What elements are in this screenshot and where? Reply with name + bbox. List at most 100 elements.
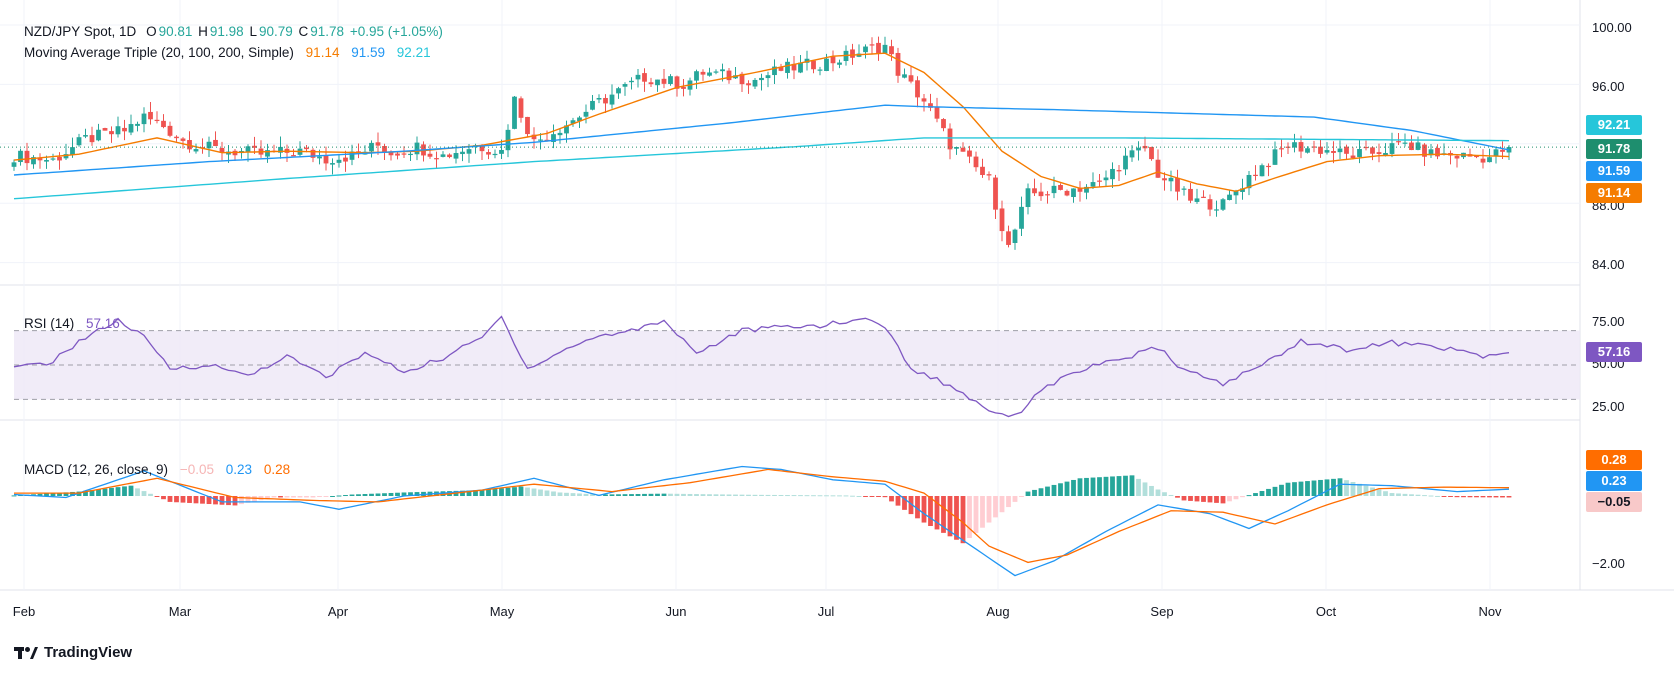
candle-body-45 [304,147,309,150]
candle-body-168 [1103,177,1109,181]
candle-body-151 [993,177,998,210]
ma100-value: 91.59 [351,45,386,60]
macd-hist-bar-195 [1279,484,1284,496]
ma20-price-tag: 91.14 [1586,183,1642,203]
candle-body-80 [531,134,537,140]
macd-hist-bar-60 [401,492,407,496]
macd-hist-bar-34 [232,496,238,506]
candle-body-64 [427,153,433,157]
candle-body-21 [148,111,153,120]
candle-body-173 [1136,147,1141,151]
macd-hist-bar-214 [1402,493,1408,496]
candle-body-195 [1279,148,1284,150]
candle-body-53 [356,151,361,153]
macd-hist-bar-45 [304,496,309,498]
candle-body-43 [291,155,296,157]
month-sep: Sep [1150,604,1174,619]
candle-body-93 [616,88,621,94]
macd-hist-bar-58 [388,492,394,496]
candle-body-32 [219,147,225,153]
macd-hist-bar-184 [1207,496,1213,503]
macd-hist-bar-98 [648,493,654,496]
month-nov: Nov [1478,604,1502,619]
macd-hist-bar-215 [1409,494,1414,496]
macd-hist-bar-93 [616,494,621,496]
macd-hist-bar-132 [869,496,875,497]
candle-body-137 [902,74,907,78]
candle-body-2 [24,150,30,164]
month-jul: Jul [817,604,835,619]
candle-body-6 [50,158,56,160]
candle-body-62 [414,142,420,155]
macd-hist-bar-73 [486,489,491,496]
high-label: H [198,24,208,39]
symbol-label: NZD/JPY Spot, 1D [24,24,137,39]
close-label: C [298,24,309,39]
candle-body-57 [382,146,387,153]
candle-body-178 [1168,177,1174,182]
macd-hist-bar-25 [174,496,179,503]
candle-body-166 [1090,182,1096,187]
brand-label: TradingView [44,644,133,661]
candle-body-73 [486,152,491,155]
macd-hist-bar-175 [1149,485,1154,496]
macd-hist-bar-77 [512,487,517,496]
candle-body-50 [336,159,342,163]
candle-body-123 [811,60,816,70]
candle-body-10 [76,137,82,146]
macd-hist-bar-29 [200,496,205,504]
candle-body-110 [726,70,732,81]
macd-hist-bar-120 [791,495,797,497]
candle-body-68 [453,153,459,159]
candle-body-222 [1454,155,1460,159]
candle-body-15 [109,131,114,135]
candle-body-5 [44,160,49,162]
macd-hist-bar-165 [1084,477,1089,496]
candle-body-149 [980,166,985,175]
candle-body-212 [1389,143,1395,154]
candle-body-200 [1311,146,1317,148]
candle-body-134 [882,44,888,54]
candle-body-211 [1383,152,1388,156]
macd-hist-bar-222 [1454,496,1460,498]
macd-hist-bar-26 [180,496,186,503]
macd-hist-bar-206 [1350,481,1356,496]
month-apr: Apr [327,604,349,619]
macd-hist-bar-221 [1448,496,1453,497]
low-value: 90.79 [258,24,293,39]
candle-body-122 [804,58,810,63]
macd-hist-bar-208 [1363,485,1369,496]
macd-hist-bar-102 [674,493,680,496]
macd-hist-bar-191 [1253,493,1258,496]
candle-body-159 [1045,194,1050,196]
macd-hist-bar-148 [973,496,979,533]
macd-hist-bar-124 [817,495,823,497]
macd-hist-bar-229 [1500,496,1505,498]
macd-hist-bar-33 [226,496,231,506]
macd-hist-bar-56 [375,493,381,496]
candle-body-60 [401,153,407,155]
macd-hist-bar-129 [850,495,855,497]
macd-hist-bar-160 [1051,484,1057,496]
candle-body-116 [765,75,771,79]
macd-signal-line [14,468,1509,564]
tradingview-logo[interactable]: TradingView [14,644,132,661]
macd-hist-bar-143 [941,496,946,533]
candle-body-147 [967,150,972,157]
candle-body-189 [1240,188,1245,192]
macd-hist-bar-62 [414,492,420,496]
macd-hist-bar-140 [921,496,927,523]
macd-hist-bar-217 [1422,495,1427,497]
candle-body-7 [57,156,62,161]
candle-body-161 [1058,184,1063,190]
candle-body-79 [525,116,530,135]
macd-hist-bar-218 [1428,495,1434,497]
candle-body-144 [947,128,953,150]
macd-hist-bar-169 [1110,476,1115,496]
candle-body-85 [564,125,569,134]
macd-hist-bar-185 [1214,496,1219,503]
candle-body-22 [154,119,160,122]
macd-hist-bar-10 [76,491,82,496]
macd-hist-bar-176 [1155,489,1161,496]
